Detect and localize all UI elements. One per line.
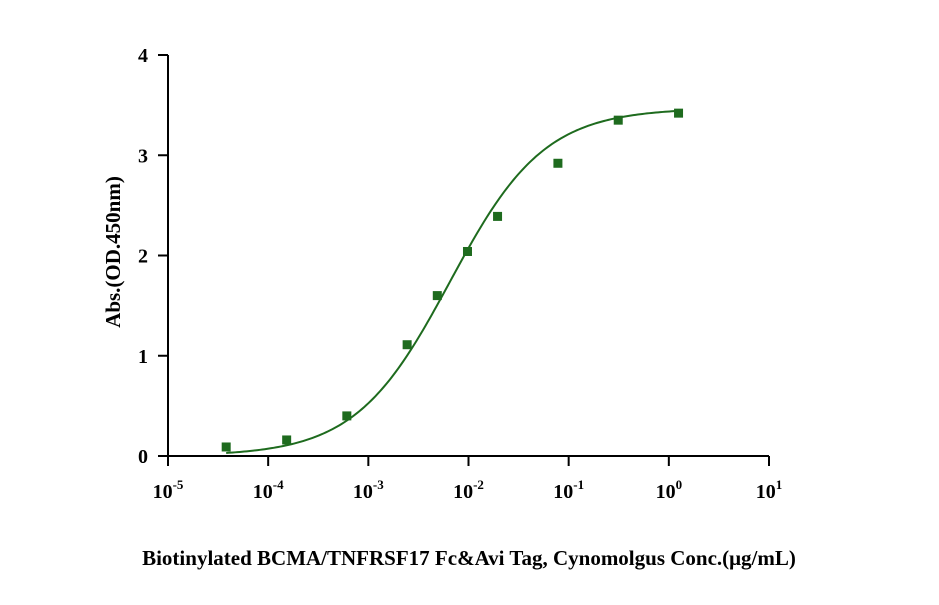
x-tick-label: 10-4 (253, 477, 284, 503)
y-tick-label: 4 (138, 45, 148, 67)
data-point (221, 442, 231, 452)
data-point (553, 158, 563, 168)
y-tick-label: 3 (138, 145, 148, 167)
data-points-layer (221, 108, 684, 452)
x-tick-label: 10-2 (453, 477, 484, 503)
data-point (674, 108, 684, 118)
x-axis-ticks: 10-5 10-4 10-3 10-2 10-1 100 101 (153, 456, 783, 503)
x-tick-label: 10-3 (353, 477, 384, 503)
data-point (282, 435, 292, 445)
fit-curve-layer (226, 109, 679, 454)
data-point (402, 340, 412, 350)
y-tick-label: 2 (138, 246, 148, 268)
fit-curve (226, 109, 679, 454)
y-axis-title: Abs.(OD.450nm) (101, 176, 125, 328)
data-point (432, 291, 442, 301)
y-axis-ticks: 0 1 2 3 4 (138, 45, 168, 468)
y-tick-label: 1 (138, 346, 148, 368)
x-tick-label: 101 (756, 477, 783, 503)
data-point (462, 246, 472, 256)
x-axis-title: Biotinylated BCMA/TNFRSF17 Fc&Avi Tag, C… (142, 546, 796, 570)
data-point (493, 211, 503, 221)
y-tick-label: 0 (138, 446, 148, 468)
data-point (613, 115, 623, 125)
x-tick-label: 10-5 (153, 477, 184, 503)
x-tick-label: 10-1 (553, 477, 584, 503)
data-point (342, 411, 352, 421)
x-tick-label: 100 (656, 477, 683, 503)
